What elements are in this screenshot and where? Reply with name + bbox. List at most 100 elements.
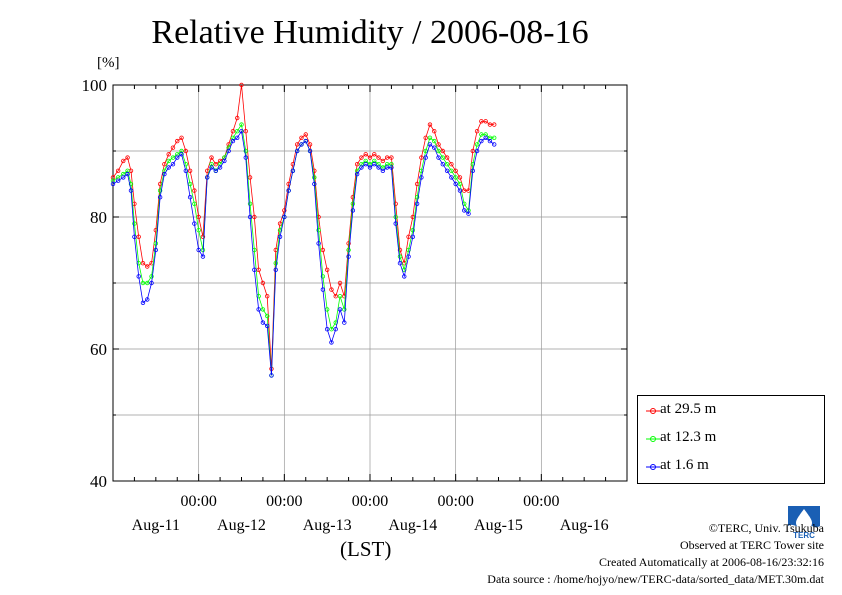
data-point xyxy=(397,254,403,259)
data-point xyxy=(294,148,300,154)
data-point xyxy=(166,165,171,170)
data-point xyxy=(235,135,240,140)
data-point xyxy=(440,148,446,154)
legend-item-12-3m: at 12.3 m xyxy=(638,429,824,449)
data-point xyxy=(444,168,450,173)
data-point xyxy=(457,188,463,193)
data-point xyxy=(166,158,171,164)
data-point xyxy=(376,155,381,160)
data-point xyxy=(128,188,134,193)
data-point xyxy=(470,168,475,173)
data-point xyxy=(487,122,493,127)
data-point xyxy=(479,119,484,124)
data-point xyxy=(299,142,304,147)
data-point xyxy=(320,247,326,253)
data-point xyxy=(125,155,130,160)
data-point xyxy=(286,188,291,193)
data-point xyxy=(303,132,308,137)
series-0 xyxy=(110,82,497,371)
data-point xyxy=(256,267,261,272)
data-point xyxy=(389,155,394,160)
data-point xyxy=(342,307,347,312)
data-point xyxy=(239,82,244,88)
data-point xyxy=(128,181,134,187)
data-point xyxy=(290,168,296,173)
data-point xyxy=(423,135,428,140)
data-point xyxy=(380,158,386,164)
terc-logo: TERC xyxy=(782,500,826,540)
x-axis-label: (LST) xyxy=(340,537,392,561)
data-point xyxy=(252,267,257,272)
data-point xyxy=(273,261,278,266)
data-point xyxy=(170,145,176,150)
data-point xyxy=(406,254,411,259)
data-point xyxy=(209,155,214,160)
data-point xyxy=(470,148,475,154)
data-point xyxy=(342,320,347,325)
data-point xyxy=(260,320,266,325)
data-point xyxy=(350,208,356,213)
data-point xyxy=(282,214,287,220)
data-point xyxy=(235,115,240,121)
data-point xyxy=(427,135,433,140)
data-point xyxy=(384,155,390,160)
data-point xyxy=(260,307,266,312)
data-point xyxy=(440,161,446,167)
data-point xyxy=(457,175,463,180)
data-point xyxy=(316,227,321,233)
chart-legend: at 29.5 m at 12.3 m at 1.6 m xyxy=(637,395,825,484)
data-point xyxy=(307,148,313,154)
data-point xyxy=(359,165,364,170)
x-time-tick-label: 00:00 xyxy=(352,493,388,510)
data-point xyxy=(312,181,317,187)
data-point xyxy=(110,181,116,187)
data-point xyxy=(239,128,244,134)
data-point xyxy=(179,152,184,157)
data-point xyxy=(410,234,416,239)
data-point xyxy=(320,274,326,279)
footer-observed: Observed at TERC Tower site xyxy=(679,538,824,552)
data-point xyxy=(192,188,197,193)
data-point xyxy=(277,234,283,239)
legend-label: at 29.5 m xyxy=(660,401,717,417)
data-point xyxy=(196,247,201,253)
data-point xyxy=(380,168,386,173)
data-point xyxy=(363,161,368,167)
data-point xyxy=(166,152,171,157)
data-point xyxy=(337,294,343,299)
data-point xyxy=(294,142,300,147)
data-point xyxy=(419,155,424,160)
data-point xyxy=(333,327,338,332)
y-tick-label: 60 xyxy=(90,340,107,359)
data-point xyxy=(175,138,180,144)
data-point xyxy=(367,155,373,160)
data-point xyxy=(337,280,343,286)
data-point xyxy=(350,201,356,206)
data-point xyxy=(393,221,398,226)
data-point xyxy=(354,161,360,167)
data-point xyxy=(213,168,218,173)
footer-created: Created Automatically at 2006-08-16/23:3… xyxy=(599,555,824,569)
data-point xyxy=(140,261,146,266)
data-point xyxy=(492,142,497,147)
x-day-tick-label: Aug-16 xyxy=(560,517,609,534)
data-point xyxy=(436,155,441,160)
data-point xyxy=(183,148,189,154)
data-point xyxy=(192,221,197,226)
data-point xyxy=(397,261,403,266)
chart-title: Relative Humidity / 2006-08-16 xyxy=(151,14,589,51)
data-point xyxy=(192,201,197,206)
data-point xyxy=(282,208,287,213)
data-point xyxy=(243,148,248,154)
data-point xyxy=(367,165,373,170)
data-point xyxy=(444,161,450,167)
data-point xyxy=(410,227,416,233)
data-point xyxy=(260,280,266,286)
data-point xyxy=(354,171,360,177)
series-line xyxy=(112,84,495,369)
data-point xyxy=(187,194,193,200)
legend-item-29-5m: at 29.5 m xyxy=(638,401,824,421)
data-point xyxy=(200,234,206,239)
